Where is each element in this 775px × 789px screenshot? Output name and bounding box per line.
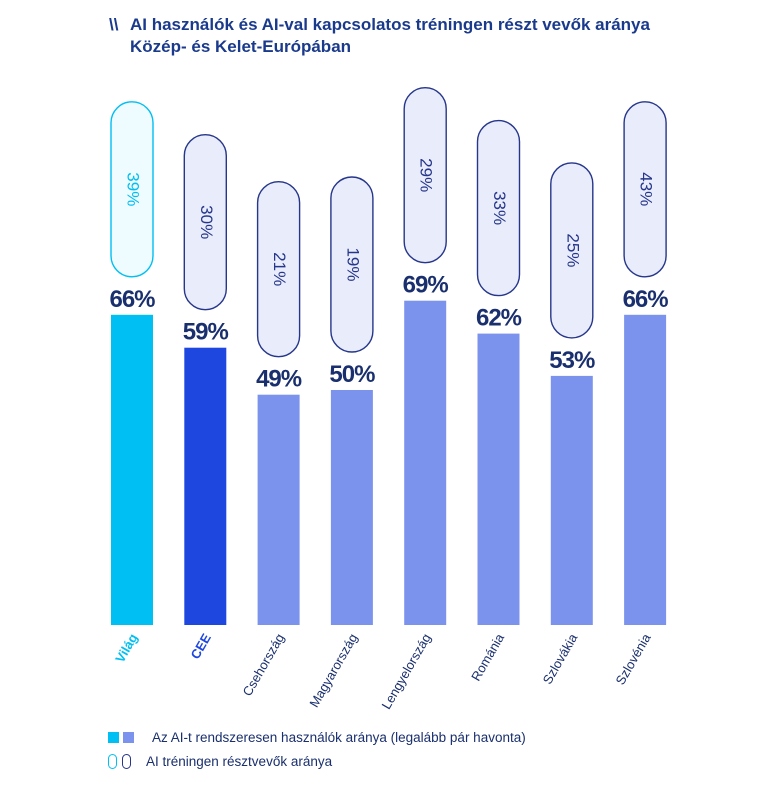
bar-usage bbox=[330, 390, 373, 625]
bar-usage bbox=[404, 300, 447, 625]
bar-usage bbox=[111, 314, 153, 625]
bar-usage bbox=[184, 347, 227, 625]
training-pill bbox=[256, 180, 301, 358]
training-value-label: 43% bbox=[637, 172, 656, 206]
category-label: Szlovákia bbox=[540, 630, 581, 686]
training-pill bbox=[476, 119, 521, 297]
legend-item-usage: Az AI-t rendszeresen használók aránya (l… bbox=[108, 730, 526, 745]
training-pill bbox=[183, 133, 228, 311]
title-mark: \\ bbox=[109, 15, 119, 34]
training-pill bbox=[330, 176, 374, 353]
training-pill bbox=[403, 86, 447, 264]
training-pill bbox=[550, 162, 594, 339]
category-label: Csehország bbox=[240, 631, 288, 699]
bar-value-label: 62% bbox=[476, 305, 522, 332]
category-label: CEE bbox=[188, 631, 215, 662]
training-value-label: 19% bbox=[343, 247, 362, 281]
chart-title: \\ AI használók és AI-val kapcsolatos tr… bbox=[109, 14, 729, 58]
category-label: Világ bbox=[112, 631, 140, 665]
title-line-1: AI használók és AI-val kapcsolatos tréni… bbox=[130, 15, 650, 34]
legend-label-training: AI tréningen résztvevők aránya bbox=[146, 754, 333, 769]
training-value-label: 39% bbox=[124, 172, 143, 206]
training-value-label: 25% bbox=[563, 233, 582, 267]
bar-usage bbox=[477, 333, 520, 625]
category-label: Románia bbox=[468, 630, 507, 683]
training-value-label: 21% bbox=[270, 252, 289, 286]
legend-swatch-country bbox=[123, 732, 134, 743]
bar-usage bbox=[624, 314, 667, 625]
bar-value-label: 50% bbox=[329, 361, 375, 388]
bar-value-label: 59% bbox=[183, 319, 229, 346]
category-label: Magyarország bbox=[306, 631, 360, 710]
legend-pill-country bbox=[122, 754, 131, 769]
bar-value-label: 69% bbox=[403, 272, 449, 299]
bar-value-label: 66% bbox=[623, 286, 669, 313]
bar-value-label: 53% bbox=[549, 347, 595, 374]
training-pill bbox=[110, 101, 154, 278]
bar-value-label: 66% bbox=[109, 286, 155, 313]
legend-pill-world bbox=[108, 754, 117, 769]
bar-usage bbox=[550, 375, 593, 625]
bar-usage bbox=[257, 394, 300, 625]
category-label: Szlovénia bbox=[613, 630, 655, 687]
training-value-label: 29% bbox=[417, 158, 436, 192]
bar-value-label: 49% bbox=[256, 366, 302, 393]
legend-item-training: AI tréningen résztvevők aránya bbox=[108, 754, 332, 769]
category-label: Lengyelország bbox=[379, 631, 434, 712]
training-value-label: 33% bbox=[490, 191, 509, 225]
title-line-2: Közép- és Kelet-Európában bbox=[130, 37, 352, 56]
training-value-label: 30% bbox=[197, 205, 216, 239]
legend-label-usage: Az AI-t rendszeresen használók aránya (l… bbox=[152, 730, 526, 745]
legend-swatch-world bbox=[108, 732, 119, 743]
training-pill bbox=[623, 101, 667, 278]
